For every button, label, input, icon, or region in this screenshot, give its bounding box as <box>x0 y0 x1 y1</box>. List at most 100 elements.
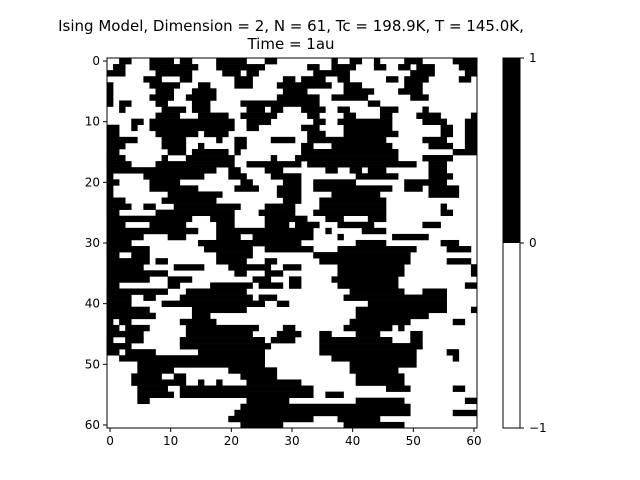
spin-up-run <box>107 215 193 223</box>
spin-up-run <box>197 82 211 89</box>
spin-up-run <box>458 76 472 83</box>
spin-up-run <box>149 64 199 71</box>
spin-up-run <box>270 106 284 113</box>
spin-up-run <box>319 349 417 356</box>
spin-up-run <box>331 276 399 283</box>
spin-up-run <box>107 191 114 198</box>
spin-up-run <box>155 130 199 138</box>
spin-up-run <box>282 179 302 186</box>
x-tick-label: 50 <box>406 434 421 448</box>
spin-up-run <box>149 94 175 101</box>
spin-up-run <box>282 88 308 95</box>
spin-up-run <box>355 379 405 386</box>
spin-up-run <box>137 367 175 374</box>
spin-up-run <box>240 179 253 186</box>
spin-up-run <box>464 124 478 132</box>
spin-up-run <box>161 142 187 150</box>
spin-up-run <box>398 64 411 71</box>
spin-up-run <box>179 58 193 65</box>
spin-up-run <box>191 148 229 156</box>
spin-up-run <box>282 324 296 332</box>
spin-up-run <box>107 161 132 168</box>
spin-up-run <box>191 306 247 314</box>
spin-up-run <box>119 106 126 113</box>
spin-up-run <box>288 276 302 283</box>
spin-up-run <box>458 64 478 71</box>
spin-up-run <box>155 258 168 265</box>
spin-up-run <box>185 94 217 101</box>
spin-up-run <box>319 337 393 344</box>
spin-up-run <box>337 233 344 241</box>
spin-up-run <box>107 246 150 253</box>
spin-up-run <box>155 70 193 77</box>
spin-up-run <box>264 258 278 265</box>
spin-up-run <box>107 221 126 229</box>
spin-up-run <box>161 106 187 113</box>
x-tick-label: 0 <box>106 434 114 448</box>
spin-up-run <box>107 148 120 156</box>
spin-up-run <box>149 58 175 65</box>
spin-up-run <box>355 373 405 380</box>
spin-up-run <box>464 282 478 289</box>
spin-up-run <box>107 124 120 132</box>
spin-up-run <box>343 421 405 429</box>
spin-up-run <box>107 100 114 107</box>
spin-up-run <box>179 337 266 344</box>
spin-up-run <box>452 318 466 326</box>
spin-up-run <box>246 118 272 126</box>
spin-up-run <box>167 191 223 198</box>
spin-up-run <box>276 191 302 198</box>
spin-up-run <box>264 58 278 65</box>
spin-up-run <box>185 330 253 338</box>
spin-up-run <box>197 112 229 119</box>
spin-up-run <box>373 58 381 65</box>
spin-up-run <box>240 373 278 380</box>
spin-up-run <box>428 142 454 150</box>
spin-up-run <box>107 209 120 217</box>
spin-up-run <box>131 118 144 126</box>
spin-up-run <box>161 197 217 204</box>
spin-up-run <box>197 239 302 247</box>
spin-up-run <box>428 161 447 168</box>
spin-up-run <box>216 227 314 235</box>
colorbar-ticks: 1 0 −1 <box>520 51 547 435</box>
spin-up-run <box>379 106 399 113</box>
spin-up-run <box>367 300 447 307</box>
spin-up-run <box>282 264 302 271</box>
y-tick-label: 10 <box>85 115 100 129</box>
spin-up-run <box>107 94 114 101</box>
spin-up-run <box>355 173 399 180</box>
spin-up-run <box>149 185 199 192</box>
spin-up-run <box>313 179 356 186</box>
spin-up-run <box>386 76 399 83</box>
spin-up-run <box>197 142 205 150</box>
spin-up-run <box>470 270 478 277</box>
spin-up-run <box>331 191 381 198</box>
spin-up-run <box>313 209 387 217</box>
spin-up-run <box>131 252 150 259</box>
spin-up-run <box>452 385 466 392</box>
spin-up-run <box>107 82 114 89</box>
y-tick-label: 40 <box>85 297 100 311</box>
spin-up-run <box>149 179 181 186</box>
spin-up-run <box>276 300 290 307</box>
spin-up-run <box>440 130 454 138</box>
spin-up-run <box>155 209 235 217</box>
spin-up-run <box>234 82 253 89</box>
spin-up-run <box>137 361 266 368</box>
spin-up-run <box>404 185 423 192</box>
y-axis: 0 10 20 30 40 50 60 <box>85 54 107 432</box>
spin-up-run <box>398 88 423 95</box>
spin-up-run <box>464 397 478 405</box>
spin-up-run <box>197 379 205 386</box>
spin-up-run <box>234 185 259 192</box>
spin-up-run <box>234 409 411 417</box>
spin-up-run <box>301 76 326 83</box>
spin-up-run <box>331 64 356 71</box>
spin-up-run <box>234 76 253 83</box>
spin-up-run <box>161 136 187 144</box>
spin-up-run <box>252 276 272 283</box>
spin-up-run <box>464 118 478 126</box>
spin-up-run <box>325 227 332 235</box>
